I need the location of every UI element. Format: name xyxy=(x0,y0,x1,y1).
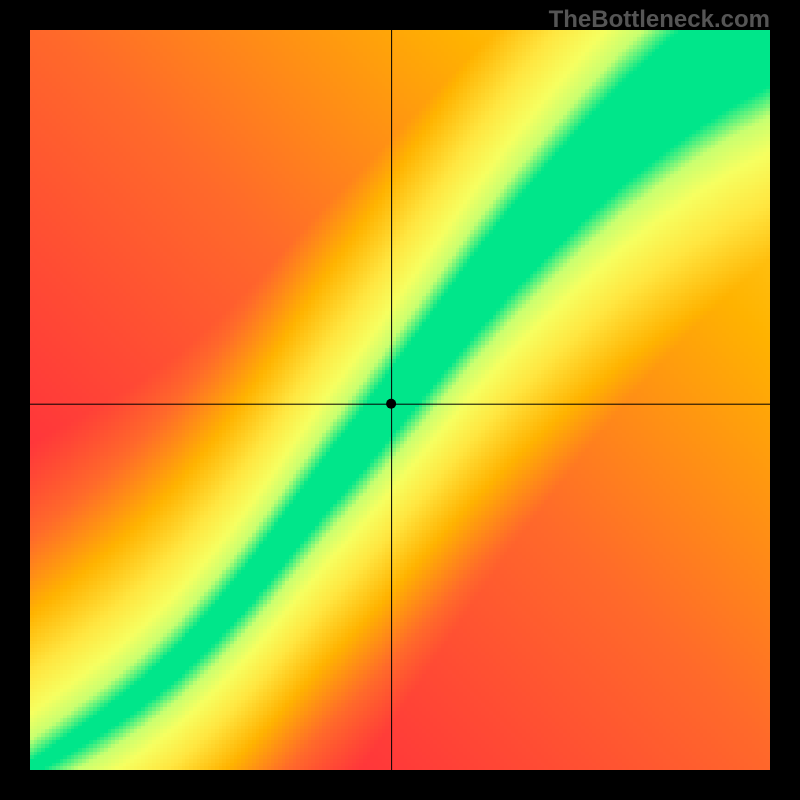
watermark-text: TheBottleneck.com xyxy=(549,6,770,34)
chart-container: TheBottleneck.com xyxy=(0,0,800,800)
bottleneck-heatmap xyxy=(30,30,770,770)
